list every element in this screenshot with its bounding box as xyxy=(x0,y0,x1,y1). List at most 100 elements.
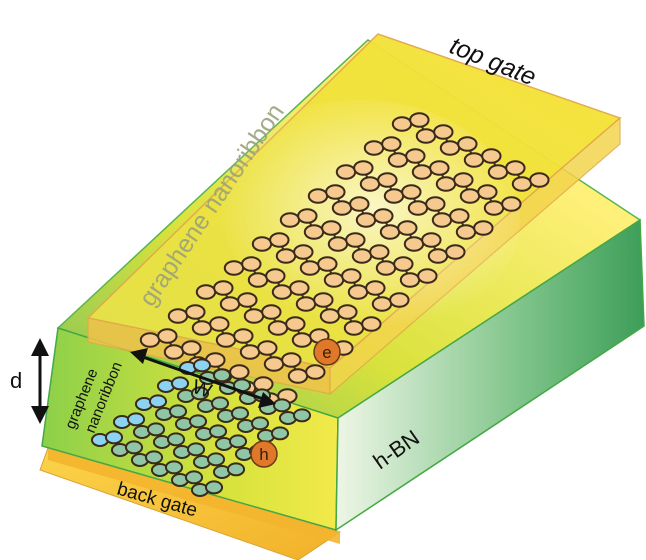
lattice-atom xyxy=(429,160,450,176)
lattice-atom xyxy=(511,176,533,192)
lattice-atom xyxy=(269,232,290,248)
lattice-atom xyxy=(379,224,401,240)
lattice-atom xyxy=(292,408,312,423)
lattice-atom xyxy=(377,172,398,188)
lattice-atom xyxy=(481,148,502,164)
lattice-atom xyxy=(305,364,326,380)
lattice-atom xyxy=(265,268,286,284)
lattice-atom xyxy=(261,304,282,320)
lattice-atom xyxy=(457,136,478,152)
lattice-atom xyxy=(275,248,297,264)
lattice-atom xyxy=(529,172,550,188)
lattice-atom xyxy=(237,292,258,308)
lattice-atom xyxy=(167,308,189,324)
hole-marker: h xyxy=(250,440,278,468)
lattice-atom xyxy=(313,292,334,308)
lattice-atom xyxy=(188,414,208,429)
lattice-atom xyxy=(391,116,413,132)
lattice-atom xyxy=(307,188,329,204)
lattice-atom xyxy=(363,140,385,156)
lattice-atom xyxy=(317,256,338,272)
lattice-atom xyxy=(287,368,309,384)
lattice-atom xyxy=(267,320,289,336)
lattice-atom xyxy=(126,412,146,427)
lattice-atom xyxy=(104,430,124,445)
lattice-atom xyxy=(233,328,254,344)
lattice-atom xyxy=(303,224,325,240)
lattice-atom xyxy=(373,208,394,224)
lattice-atom xyxy=(215,332,237,348)
lattice-atom xyxy=(181,340,202,356)
lattice-atom xyxy=(163,344,185,360)
lattice-atom xyxy=(445,244,466,260)
lattice-atom xyxy=(297,208,318,224)
lattice-atom xyxy=(166,432,186,447)
lattice-atom xyxy=(191,320,213,336)
lattice-atom xyxy=(319,308,341,324)
lattice-atom xyxy=(272,398,292,413)
lattice-atom xyxy=(401,184,422,200)
lattice-atom xyxy=(341,268,362,284)
lattice-atom xyxy=(359,176,381,192)
lattice-atom xyxy=(146,422,166,437)
lattice-atom xyxy=(459,188,481,204)
lattice-atom xyxy=(337,304,358,320)
lattice-atom xyxy=(383,188,405,204)
lattice-atom xyxy=(453,172,474,188)
lattice-atom xyxy=(219,296,241,312)
lattice-atom xyxy=(250,416,270,431)
lattice-atom xyxy=(487,164,509,180)
lattice-atom xyxy=(185,304,206,320)
lattice-atom xyxy=(335,164,357,180)
lattice-atom xyxy=(195,284,217,300)
lattice-atom xyxy=(263,356,285,372)
lattice-atom xyxy=(393,256,414,272)
lattice-atom xyxy=(230,406,250,421)
lattice-atom xyxy=(186,442,206,457)
lattice-atom xyxy=(206,452,226,467)
lattice-atom xyxy=(157,328,178,344)
lattice-atom xyxy=(353,160,374,176)
lattice-atom xyxy=(365,280,386,296)
lattice-atom xyxy=(251,236,273,252)
lattice-atom xyxy=(289,280,310,296)
electron-label: e xyxy=(322,343,331,362)
lattice-atom xyxy=(208,424,228,439)
lattice-atom xyxy=(463,152,485,168)
lattice-atom xyxy=(349,196,370,212)
lattice-atom xyxy=(331,200,353,216)
lattice-atom xyxy=(247,272,269,288)
lattice-atom xyxy=(389,292,410,308)
lattice-atom xyxy=(431,212,453,228)
lattice-atom xyxy=(124,440,144,455)
lattice-atom xyxy=(139,332,161,348)
lattice-atom xyxy=(355,212,377,228)
lattice-atom xyxy=(375,260,397,276)
lattice-atom xyxy=(403,236,425,252)
lattice-atom xyxy=(433,124,454,140)
lattice-atom xyxy=(435,176,457,192)
lattice-atom xyxy=(399,272,421,288)
lattice-atom xyxy=(347,284,369,300)
lattice-atom xyxy=(241,256,262,272)
lattice-atom xyxy=(281,352,302,368)
lattice-atom xyxy=(212,368,232,383)
lattice-atom xyxy=(501,196,522,212)
lattice-atom xyxy=(279,212,301,228)
lattice-atom xyxy=(427,248,449,264)
lattice-atom xyxy=(351,248,373,264)
lattice-atom xyxy=(407,200,429,216)
lattice-atom xyxy=(257,340,278,356)
lattice-atom xyxy=(204,480,224,495)
lattice-atom xyxy=(455,224,477,240)
lattice-atom xyxy=(369,244,390,260)
lattice-atom xyxy=(361,316,382,332)
lattice-atom xyxy=(439,140,461,156)
lattice-atom xyxy=(144,450,164,465)
lattice-atom xyxy=(226,462,246,477)
lattice-atom xyxy=(170,376,190,391)
electron-marker: e xyxy=(313,338,341,366)
lattice-atom xyxy=(483,200,505,216)
